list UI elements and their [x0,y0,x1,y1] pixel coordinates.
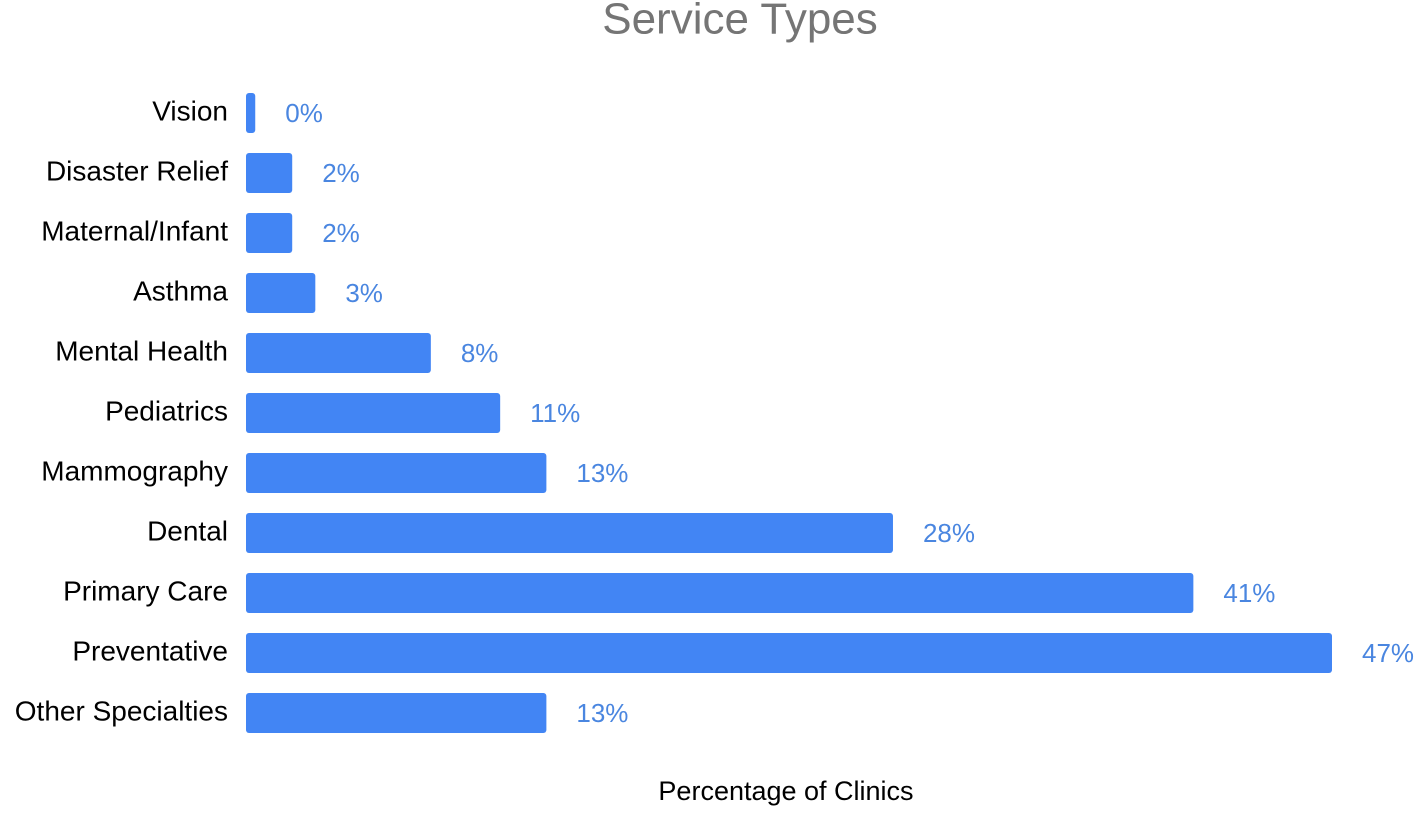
y-tick-label: Mental Health [55,335,228,366]
bar [246,693,547,733]
value-label: 41% [1223,578,1275,608]
value-label: 8% [461,338,499,368]
y-tick-label: Vision [152,95,228,126]
bar [246,93,256,133]
bar [246,213,293,253]
bar [246,453,547,493]
value-label: 13% [576,458,628,488]
y-tick-label: Disaster Relief [46,155,228,186]
bar [246,153,293,193]
x-axis-title: Percentage of Clinics [658,776,913,806]
bar [246,513,893,553]
y-tick-label: Pediatrics [105,395,228,426]
value-label: 47% [1362,638,1414,668]
value-label: 0% [285,98,323,128]
y-tick-label: Preventative [72,635,228,666]
value-label: 13% [576,698,628,728]
y-tick-label: Other Specialties [15,695,228,726]
y-tick-label: Asthma [133,275,228,306]
chart-title: Service Types [602,0,878,44]
value-label: 28% [923,518,975,548]
value-label: 2% [322,158,360,188]
bar [246,573,1194,613]
y-tick-label: Mammography [41,455,228,486]
value-label: 3% [345,278,383,308]
bar [246,393,501,433]
bar [246,333,431,373]
y-tick-label: Dental [147,515,228,546]
y-tick-label: Primary Care [63,575,228,606]
value-label: 11% [530,398,580,428]
bar [246,633,1332,673]
y-tick-label: Maternal/Infant [41,215,228,246]
bar [246,273,316,313]
value-label: 2% [322,218,360,248]
